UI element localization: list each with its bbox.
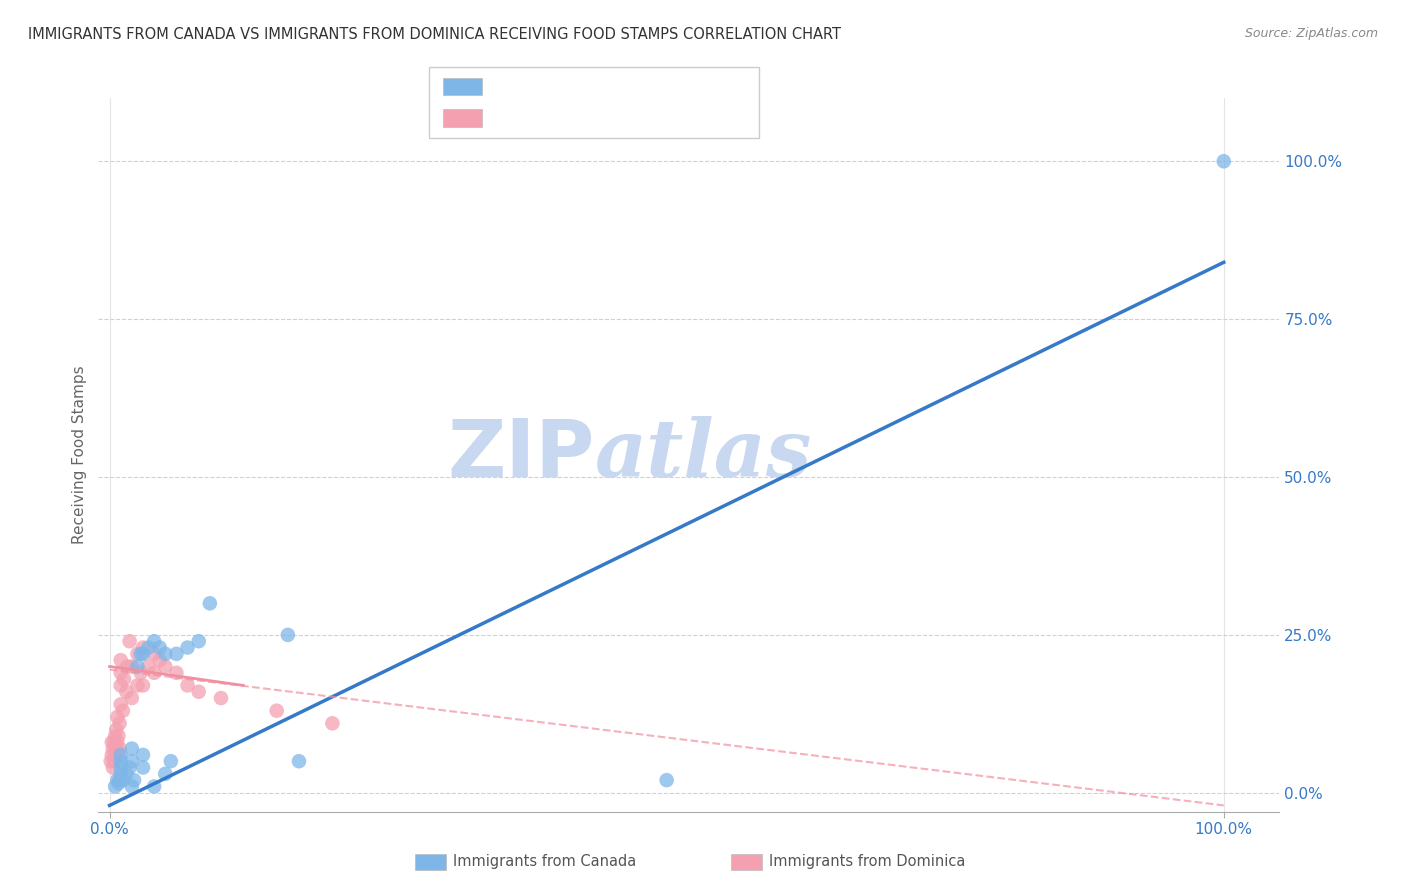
Point: [110, 754, 132, 768]
Point: [112, 672, 135, 686]
Point: [209, 691, 232, 706]
Text: R =: R =: [496, 111, 530, 125]
Point: [132, 647, 155, 661]
Point: [138, 640, 160, 655]
Point: [105, 723, 128, 737]
Point: [127, 659, 149, 673]
Point: [121, 754, 143, 768]
Point: [143, 780, 166, 794]
Point: [121, 691, 143, 706]
Point: [165, 665, 187, 680]
Point: [110, 678, 132, 692]
Point: [160, 754, 183, 768]
Point: [108, 773, 131, 788]
Point: [103, 735, 125, 749]
Point: [129, 647, 152, 661]
Text: 0.813: 0.813: [536, 79, 583, 94]
Text: 35: 35: [641, 79, 662, 94]
Text: R =: R =: [496, 79, 530, 94]
Point: [103, 754, 125, 768]
Text: N =: N =: [602, 111, 636, 125]
Point: [115, 684, 138, 698]
Point: [108, 716, 131, 731]
Point: [138, 659, 160, 673]
Point: [143, 665, 166, 680]
Point: [155, 647, 177, 661]
Point: [143, 634, 166, 648]
Point: [111, 704, 134, 718]
Point: [127, 678, 149, 692]
Point: [101, 747, 124, 762]
Point: [104, 747, 127, 762]
Point: [105, 773, 128, 788]
Point: [165, 647, 187, 661]
Text: 44: 44: [641, 111, 662, 125]
Point: [277, 628, 299, 642]
Text: Source: ZipAtlas.com: Source: ZipAtlas.com: [1244, 27, 1378, 40]
Point: [100, 754, 122, 768]
Text: Immigrants from Canada: Immigrants from Canada: [453, 855, 636, 869]
Point: [110, 767, 132, 781]
Point: [266, 704, 288, 718]
Point: [121, 741, 143, 756]
Point: [149, 640, 172, 655]
Point: [111, 773, 134, 788]
Point: [105, 741, 128, 756]
Point: [129, 665, 152, 680]
Point: [110, 698, 132, 712]
Text: atlas: atlas: [595, 417, 811, 493]
Point: [122, 773, 145, 788]
Text: ZIP: ZIP: [447, 416, 595, 494]
Point: [101, 760, 124, 774]
Point: [187, 634, 209, 648]
Point: [107, 747, 129, 762]
Point: [110, 747, 132, 762]
Point: [127, 647, 149, 661]
Point: [321, 716, 343, 731]
Point: [108, 741, 131, 756]
Text: N =: N =: [602, 79, 636, 94]
Point: [155, 659, 177, 673]
Point: [110, 653, 132, 667]
Text: IMMIGRANTS FROM CANADA VS IMMIGRANTS FROM DOMINICA RECEIVING FOOD STAMPS CORRELA: IMMIGRANTS FROM CANADA VS IMMIGRANTS FRO…: [28, 27, 841, 42]
Point: [110, 760, 132, 774]
Point: [107, 729, 129, 743]
Point: [104, 729, 127, 743]
Text: -0.032: -0.032: [536, 111, 591, 125]
Point: [176, 640, 198, 655]
Point: [132, 678, 155, 692]
Point: [132, 747, 155, 762]
Point: [101, 741, 124, 756]
Point: [176, 678, 198, 692]
Point: [121, 780, 143, 794]
Point: [107, 776, 129, 790]
Text: Immigrants from Dominica: Immigrants from Dominica: [769, 855, 966, 869]
Point: [143, 647, 166, 661]
Point: [105, 710, 128, 724]
Point: [118, 760, 141, 774]
Point: [132, 760, 155, 774]
Point: [187, 684, 209, 698]
Point: [110, 665, 132, 680]
Point: [655, 773, 678, 788]
Point: [288, 754, 311, 768]
Point: [132, 640, 155, 655]
Point: [117, 659, 139, 673]
Point: [149, 653, 172, 667]
Point: [115, 767, 138, 781]
Point: [101, 735, 124, 749]
Point: [121, 659, 143, 673]
Point: [105, 735, 128, 749]
Point: [155, 767, 177, 781]
Point: [1212, 154, 1234, 169]
Point: [118, 634, 141, 648]
Point: [104, 780, 127, 794]
Point: [198, 596, 221, 610]
Y-axis label: Receiving Food Stamps: Receiving Food Stamps: [72, 366, 87, 544]
